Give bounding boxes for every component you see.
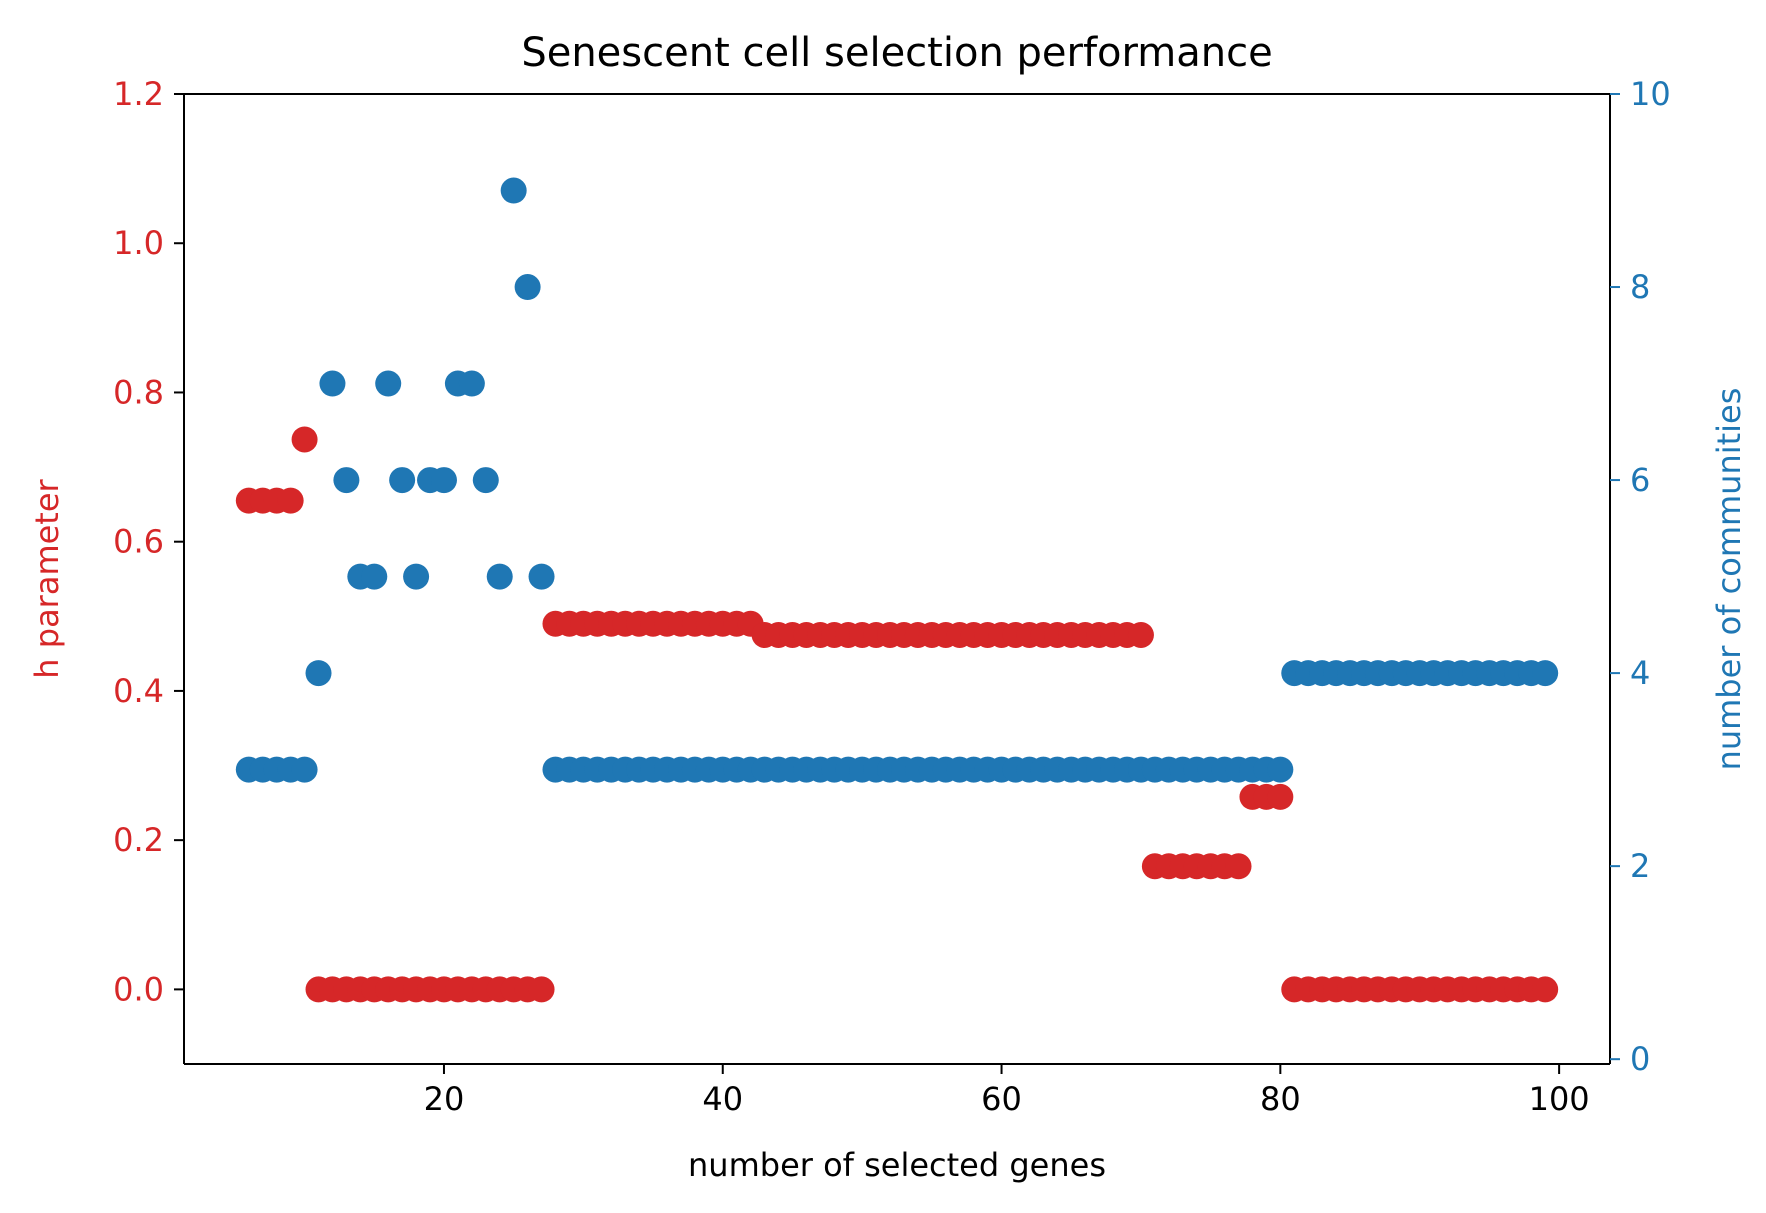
y-right-tick-label: 4: [1630, 654, 1650, 692]
communities-point: [403, 563, 430, 590]
h-parameter-point: [1127, 621, 1154, 648]
x-tick-label: 20: [424, 1080, 465, 1118]
h-parameter-point: [1225, 853, 1252, 880]
y-left-tick-label: 1.0: [113, 224, 164, 262]
x-tick-label: 40: [702, 1080, 743, 1118]
y-right-tick-label: 2: [1630, 847, 1650, 885]
communities-point: [361, 563, 388, 590]
h-parameter-point: [528, 976, 555, 1003]
communities-series: [235, 177, 1559, 783]
ticks-layer: 20 40 60 80 100 0.0 0.2 0.4 0.6 0.8 1.0 1.2 0 2 4 6 8 10: [113, 75, 1671, 1118]
y-axis-left-label: h parameter: [28, 478, 66, 678]
chart-title: Senescent cell selection performance: [521, 30, 1272, 76]
communities-point: [528, 563, 555, 590]
y-right-tick-label: 10: [1630, 75, 1671, 113]
y-left-tick-label: 0.6: [113, 523, 164, 561]
y-left-tick-label: 1.2: [113, 75, 164, 113]
x-tick-label: 60: [981, 1080, 1022, 1118]
h-parameter-point: [277, 487, 304, 514]
communities-point: [458, 370, 485, 397]
y-right-tick-label: 6: [1630, 461, 1650, 499]
communities-point: [500, 177, 527, 204]
x-axis-label: number of selected genes: [688, 1146, 1106, 1184]
y-left-tick-label: 0.0: [113, 970, 164, 1008]
y-right-tick-label: 8: [1630, 268, 1650, 306]
h-parameter-point: [1532, 976, 1559, 1003]
y-right-tick-label: 0: [1630, 1040, 1650, 1078]
communities-point: [1267, 756, 1294, 783]
communities-point: [375, 370, 402, 397]
communities-point: [430, 467, 457, 494]
communities-point: [333, 467, 360, 494]
markers-layer: [235, 177, 1559, 1003]
communities-point: [472, 467, 499, 494]
y-left-tick-label: 0.8: [113, 373, 164, 411]
y-left-tick-label: 0.4: [113, 672, 164, 710]
communities-point: [389, 467, 416, 494]
h-parameter-point: [1267, 783, 1294, 810]
communities-point: [514, 274, 541, 301]
axes-frame: [183, 93, 1611, 1065]
y-left-tick-label: 0.2: [113, 821, 164, 859]
h-parameter-point: [291, 426, 318, 453]
communities-point: [1532, 660, 1559, 687]
communities-point: [291, 756, 318, 783]
x-tick-label: 80: [1260, 1080, 1301, 1118]
h-parameter-series: [235, 426, 1559, 1003]
y-axis-right-label: number of communities: [1710, 388, 1748, 771]
communities-point: [305, 660, 332, 687]
communities-point: [486, 563, 513, 590]
communities-point: [319, 370, 346, 397]
x-tick-label: 100: [1529, 1080, 1590, 1118]
